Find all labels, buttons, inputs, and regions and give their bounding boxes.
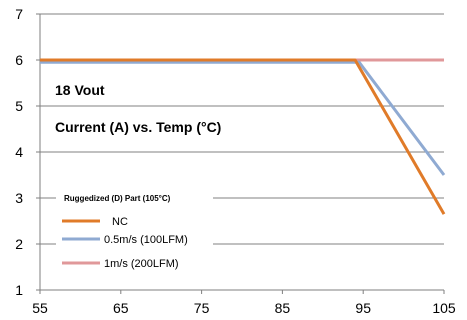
series-lines [40, 58, 446, 215]
x-tick-label: 75 [194, 300, 210, 316]
legend-label: 0.5m/s (100LFM) [104, 234, 188, 246]
y-tick-label: 7 [15, 6, 23, 22]
x-tick-label: 105 [432, 300, 456, 316]
x-tick-label: 65 [113, 300, 129, 316]
series-line-1 [40, 58, 446, 215]
x-tick-label: 55 [32, 300, 48, 316]
y-tick-label: 6 [15, 52, 23, 68]
vout-annotation: 18 Vout [55, 82, 105, 98]
x-tick-label: 95 [355, 300, 371, 316]
y-tick-label: 4 [15, 144, 23, 160]
legend-label: NC [112, 216, 128, 228]
legend: Ruggedized (D) Part (105°C) NC 0.5m/s (10… [56, 190, 213, 277]
legend-label: 1m/s (200LFM) [104, 258, 179, 270]
chart-annotation-title: Current (A) vs. Temp (°C) [55, 119, 221, 135]
series-line-2 [40, 60, 446, 176]
y-tick-label: 3 [15, 190, 23, 206]
axis-ticks: 1 2 3 4 5 6 7 55 65 75 85 95 105 [15, 6, 456, 316]
x-tick-label: 85 [275, 300, 291, 316]
y-tick-label: 1 [15, 282, 23, 298]
legend-title: Ruggedized (D) Part (105°C) [64, 194, 171, 203]
y-tick-label: 5 [15, 98, 23, 114]
y-tick-label: 2 [15, 236, 23, 252]
